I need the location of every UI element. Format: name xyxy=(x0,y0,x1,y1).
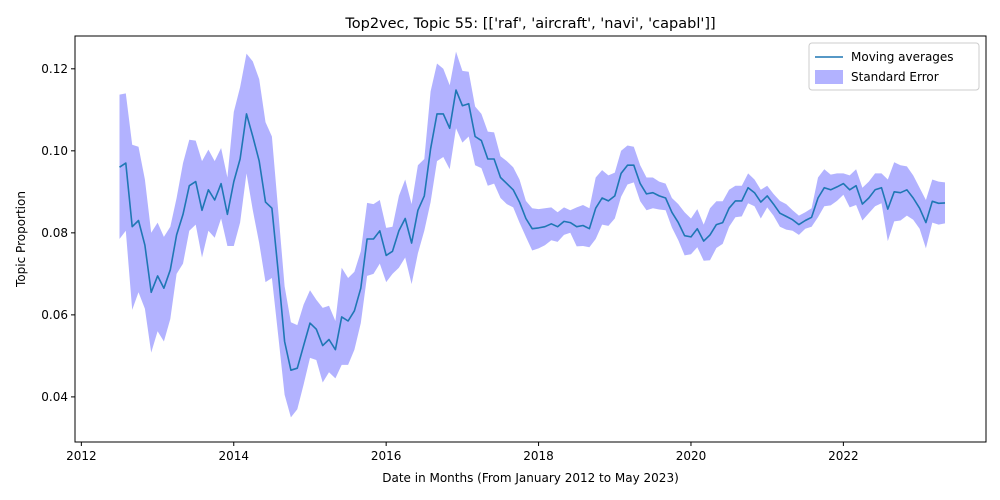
standard-error-band xyxy=(119,51,945,418)
y-axis: 0.04 0.06 0.08 0.10 0.12 xyxy=(41,62,75,404)
x-axis: 2012 2014 2016 2018 2020 2022 xyxy=(66,442,859,463)
y-tick-label: 0.06 xyxy=(41,308,68,322)
x-axis-label: Date in Months (From January 2012 to May… xyxy=(382,471,679,485)
chart-title: Top2vec, Topic 55: [['raf', 'aircraft', … xyxy=(344,16,715,32)
x-tick-label: 2022 xyxy=(828,449,859,463)
x-tick-label: 2012 xyxy=(66,449,97,463)
legend-band-swatch xyxy=(815,70,843,84)
y-tick-label: 0.10 xyxy=(41,144,68,158)
y-axis-label: Topic Proportion xyxy=(14,191,28,288)
legend: Moving averages Standard Error xyxy=(808,42,980,91)
moving-average-line xyxy=(119,89,946,372)
moving-average-line-layer xyxy=(119,89,946,372)
x-tick-label: 2016 xyxy=(371,449,402,463)
legend-frame xyxy=(808,42,980,91)
y-tick-label: 0.04 xyxy=(41,390,68,404)
x-tick-label: 2018 xyxy=(523,449,554,463)
x-tick-label: 2014 xyxy=(218,449,249,463)
y-tick-label: 0.12 xyxy=(41,62,68,76)
x-tick-label: 2020 xyxy=(676,449,707,463)
legend-label-standard-error: Standard Error xyxy=(851,70,939,84)
y-tick-label: 0.08 xyxy=(41,226,68,240)
plot-area-frame xyxy=(74,35,987,443)
legend-label-moving-averages: Moving averages xyxy=(851,50,954,64)
standard-error-band-layer xyxy=(119,51,945,418)
